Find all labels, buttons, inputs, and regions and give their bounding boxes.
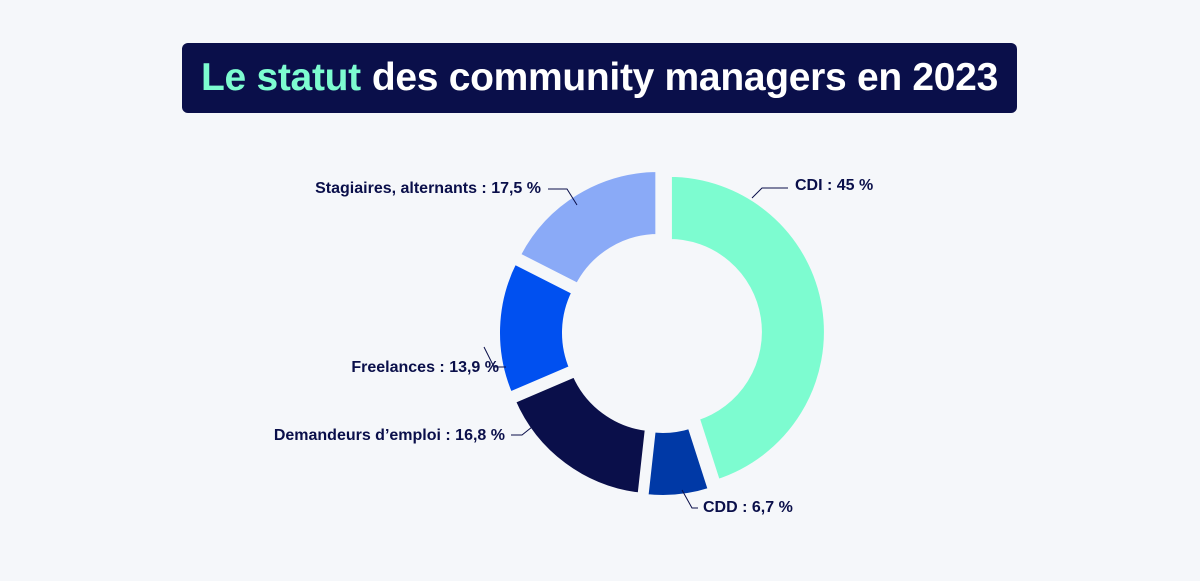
chart-title: Le statut des community managers en 2023 (182, 43, 1017, 113)
slice-label-2: CDD : 6,7 % (703, 499, 793, 516)
donut-slice-4 (494, 257, 579, 399)
donut-slices (494, 166, 830, 501)
donut-slice-5 (513, 166, 662, 291)
leader-line-2 (681, 489, 698, 509)
donut-slice-3 (508, 370, 652, 499)
leader-line-5 (548, 188, 578, 206)
donut-slice-1 (665, 170, 830, 487)
leader-line-1 (751, 187, 788, 199)
leader-line-3 (511, 426, 533, 436)
slice-labels: CDI : 45 % CDD : 6,7 % Demandeurs d’emploi… (274, 177, 873, 516)
slice-label-4: Freelances : 13,9 % (351, 359, 499, 376)
leader-line-4 (483, 346, 506, 368)
slice-label-3: Demandeurs d’emploi : 16,8 % (274, 427, 505, 444)
chart-title-rest: des community managers en 2023 (371, 56, 998, 99)
label-leader-lines (483, 187, 788, 509)
slice-label-5: Stagiaires, alternants : 17,5 % (315, 180, 541, 197)
chart-title-highlight: Le statut (201, 56, 361, 99)
slice-label-1: CDI : 45 % (795, 177, 873, 194)
donut-slice-2 (642, 421, 715, 501)
